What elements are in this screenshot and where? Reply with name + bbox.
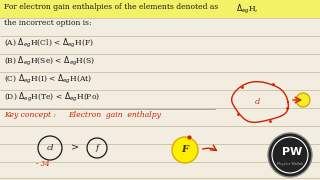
Text: $\Delta_{eg}$H,: $\Delta_{eg}$H,: [236, 3, 259, 16]
Bar: [0, 0, 320, 18]
Text: (A) $\Delta_{eg}$H(Cl) < $\Delta_{eg}$H(F): (A) $\Delta_{eg}$H(Cl) < $\Delta_{eg}$H(…: [4, 37, 94, 50]
Text: (B) $\Delta_{eg}$H(Se) < $\Delta_{eg}$H(S): (B) $\Delta_{eg}$H(Se) < $\Delta_{eg}$H(…: [4, 55, 95, 68]
Circle shape: [296, 93, 310, 107]
Text: (C) $\Delta_{eg}$H(I) < $\Delta_{eg}$H(At): (C) $\Delta_{eg}$H(I) < $\Delta_{eg}$H(A…: [4, 73, 92, 86]
Text: (D) $\Delta_{eg}$H(Te) < $\Delta_{eg}$H(Po): (D) $\Delta_{eg}$H(Te) < $\Delta_{eg}$H(…: [4, 91, 100, 104]
Text: >: >: [71, 143, 79, 152]
Text: the incorrect option is:: the incorrect option is:: [4, 19, 92, 27]
Text: W: W: [290, 147, 302, 157]
Text: - 34: - 34: [36, 160, 50, 168]
Text: cl: cl: [46, 144, 54, 152]
Text: F: F: [181, 145, 188, 154]
Text: P: P: [282, 147, 290, 157]
Circle shape: [268, 133, 312, 177]
Text: Physics Wallah: Physics Wallah: [277, 162, 303, 166]
Text: cl: cl: [255, 98, 261, 106]
Text: Key concept :: Key concept :: [4, 111, 56, 119]
Text: f: f: [95, 144, 99, 152]
Text: Electron  gain  enthalpy: Electron gain enthalpy: [68, 111, 161, 119]
Circle shape: [172, 137, 198, 163]
Text: For electron gain enthalpies of the elements denoted as: For electron gain enthalpies of the elem…: [4, 3, 220, 11]
